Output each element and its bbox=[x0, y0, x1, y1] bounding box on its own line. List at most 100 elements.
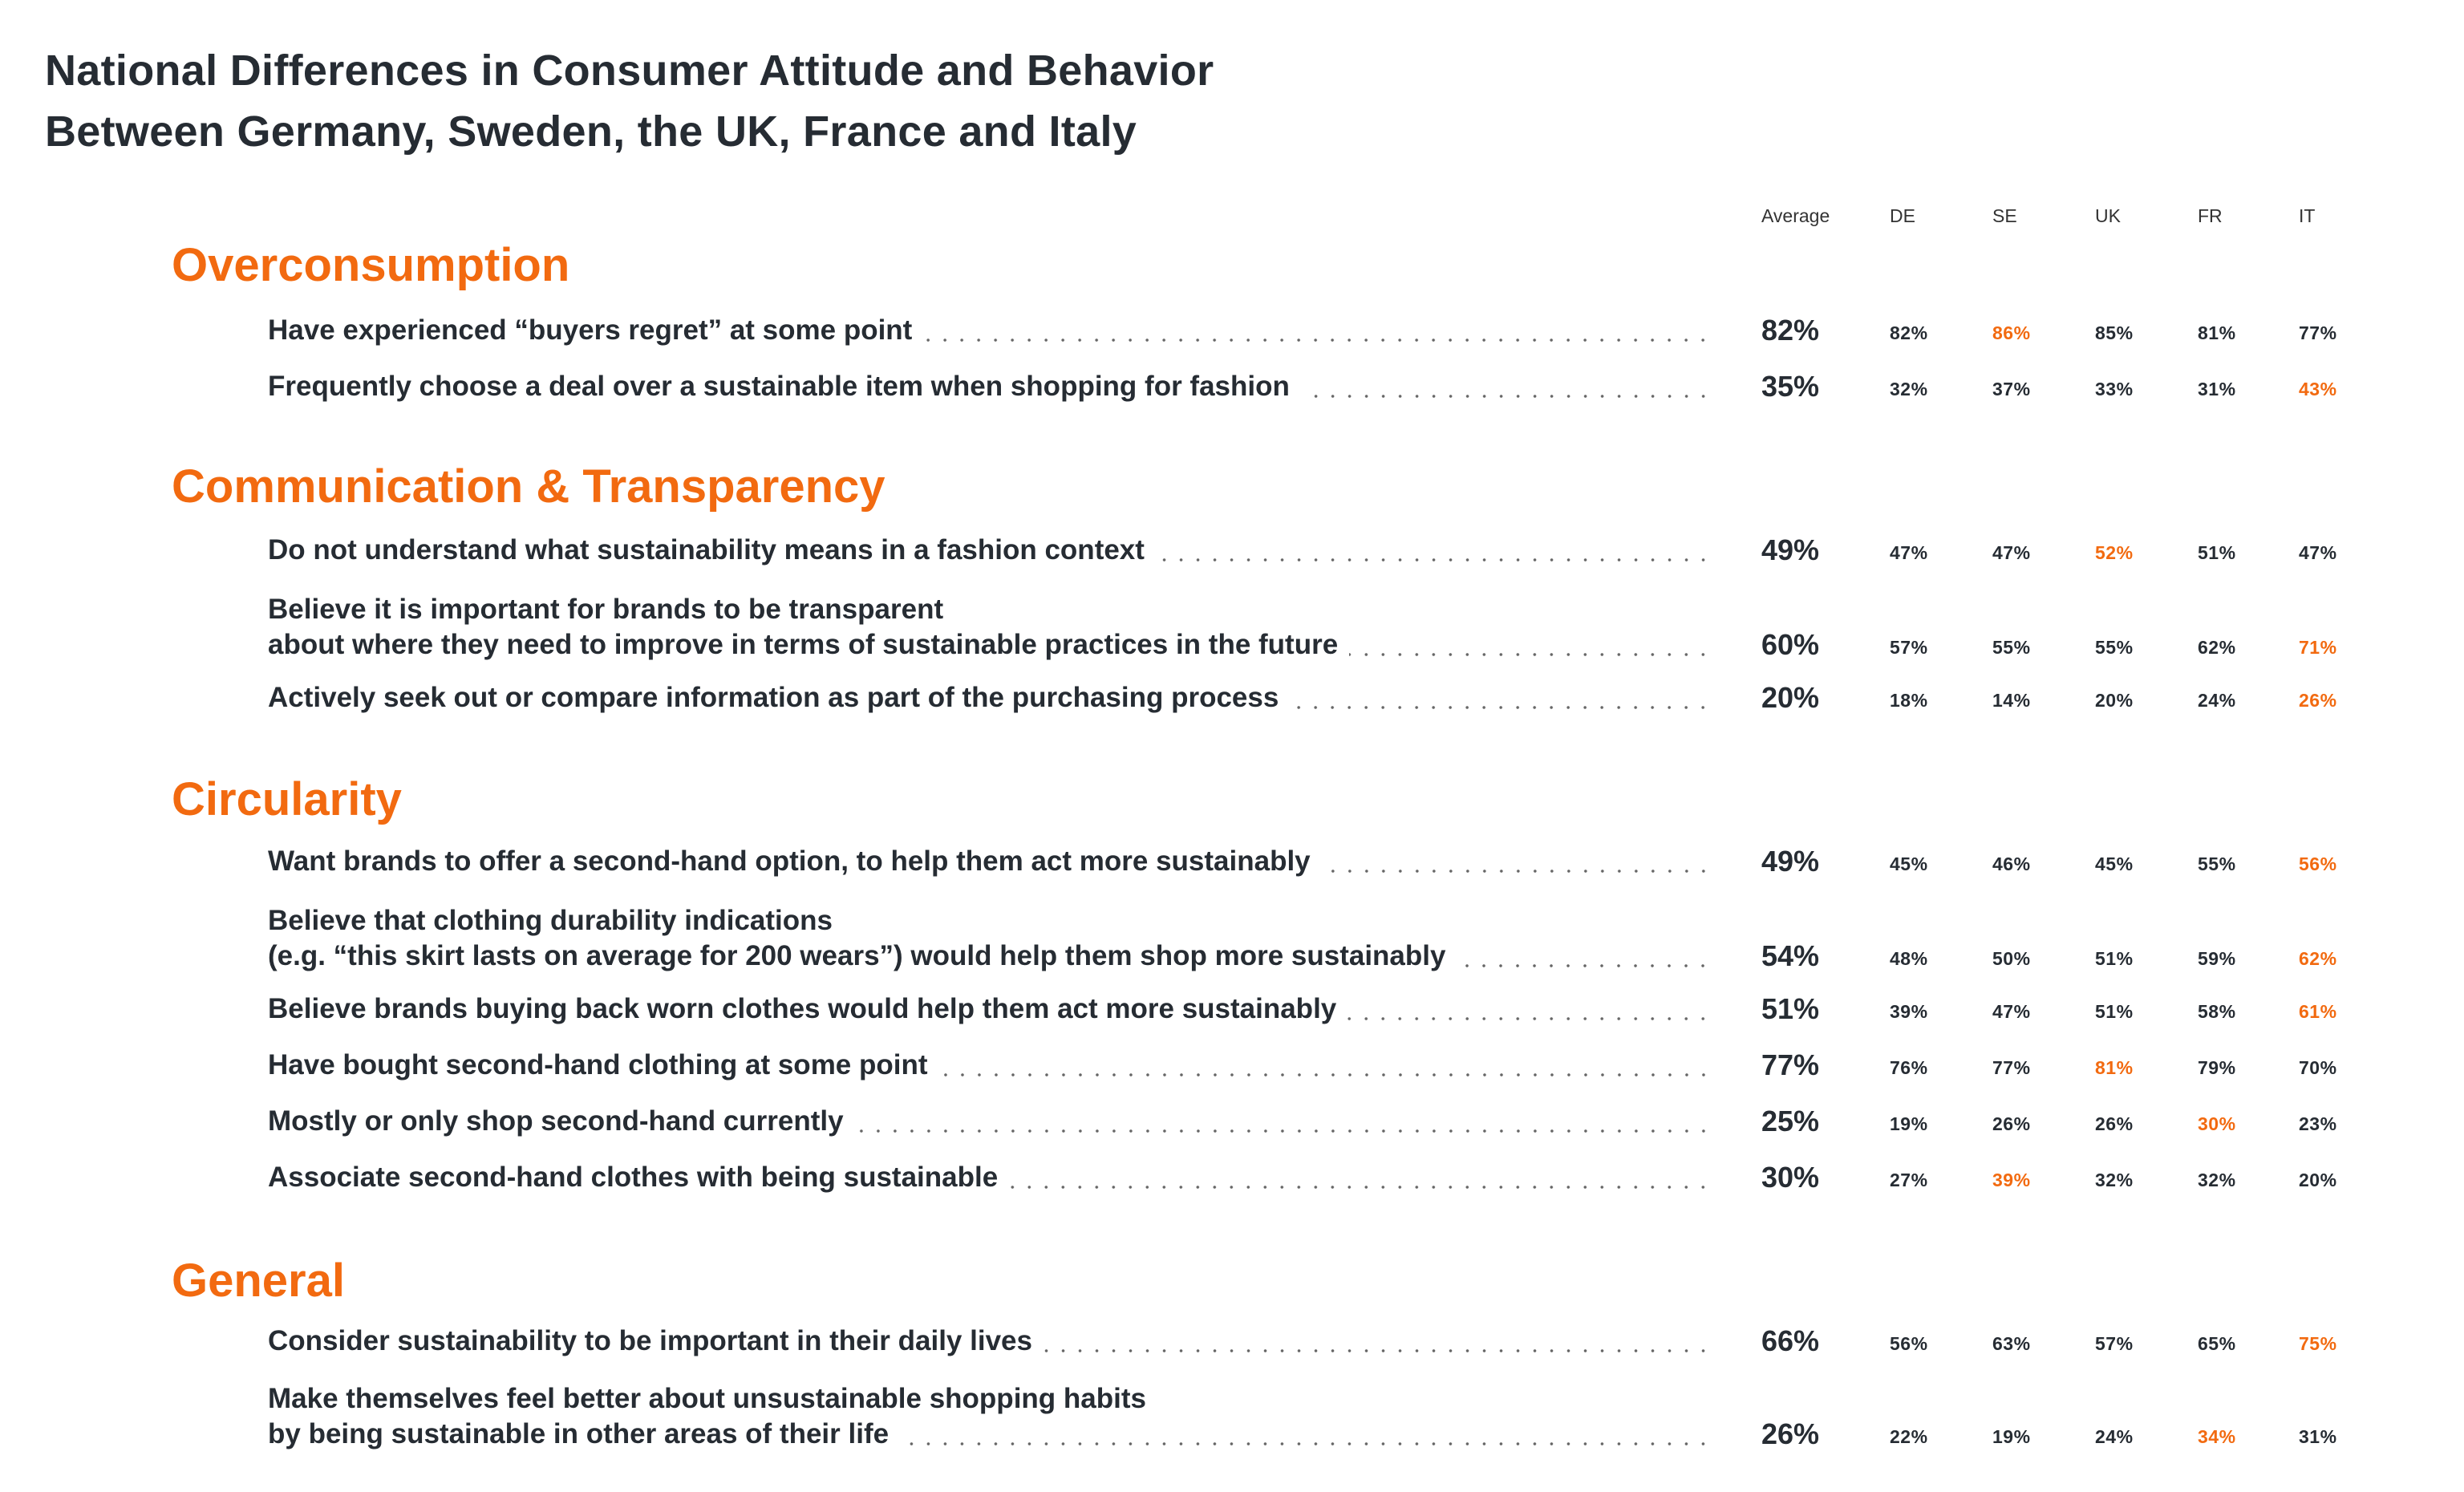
question-label: Believe brands buying back worn clothes … bbox=[268, 991, 1712, 1027]
question-label-line: Associate second-hand clothes with being… bbox=[268, 1162, 999, 1193]
country-value-fr: 55% bbox=[2198, 853, 2236, 874]
country-value-fr: 31% bbox=[2198, 379, 2236, 399]
dot-leader bbox=[1321, 870, 1712, 873]
country-value-fr: 30% bbox=[2198, 1113, 2236, 1134]
country-value-uk: 45% bbox=[2095, 853, 2134, 874]
country-value-se: 46% bbox=[1992, 853, 2031, 874]
country-value-de: 56% bbox=[1890, 1333, 1928, 1354]
question-label-line: Want brands to offer a second-hand optio… bbox=[268, 845, 1311, 877]
question-label: Have experienced “buyers regret” at some… bbox=[268, 313, 1712, 348]
country-value-fr: 65% bbox=[2198, 1333, 2236, 1354]
question-label: Have bought second-hand clothing at some… bbox=[268, 1048, 1712, 1083]
question-label: Believe that clothing durability indicat… bbox=[268, 903, 1712, 974]
average-value: 20% bbox=[1761, 681, 1820, 714]
country-value-se: 86% bbox=[1992, 322, 2031, 343]
country-value-fr: 81% bbox=[2198, 322, 2236, 343]
average-value: 26% bbox=[1761, 1417, 1820, 1450]
country-value-fr: 58% bbox=[2198, 1001, 2236, 1022]
average-value: 66% bbox=[1761, 1324, 1820, 1357]
country-value-it: 75% bbox=[2299, 1333, 2337, 1354]
country-value-se: 55% bbox=[1992, 637, 2031, 658]
question-label-line: Do not understand what sustainability me… bbox=[268, 534, 1145, 566]
dot-leader bbox=[1348, 1017, 1712, 1020]
question-label: Associate second-hand clothes with being… bbox=[268, 1160, 1712, 1195]
dot-leader bbox=[1349, 653, 1712, 656]
question-label-line: (e.g. “this skirt lasts on average for 2… bbox=[268, 940, 1446, 971]
question-label: Frequently choose a deal over a sustaina… bbox=[268, 369, 1712, 404]
country-value-it: 61% bbox=[2299, 1001, 2337, 1022]
question-label-line: Believe that clothing durability indicat… bbox=[268, 905, 833, 936]
country-value-fr: 32% bbox=[2198, 1170, 2236, 1190]
average-value: 54% bbox=[1761, 939, 1820, 972]
country-value-de: 48% bbox=[1890, 948, 1928, 969]
section-title: Circularity bbox=[172, 773, 402, 825]
country-value-se: 26% bbox=[1992, 1113, 2031, 1134]
country-value-de: 76% bbox=[1890, 1057, 1928, 1078]
dot-leader bbox=[1457, 964, 1712, 967]
country-value-se: 63% bbox=[1992, 1333, 2031, 1354]
question-label: Believe it is important for brands to be… bbox=[268, 592, 1712, 663]
country-value-uk: 26% bbox=[2095, 1113, 2134, 1134]
title-line-2: Between Germany, Sweden, the UK, France … bbox=[45, 107, 1137, 156]
question-label-line: Consider sustainability to be important … bbox=[268, 1325, 1032, 1356]
country-value-it: 47% bbox=[2299, 542, 2337, 563]
average-value: 51% bbox=[1761, 992, 1820, 1025]
question-label-line: Actively seek out or compare information… bbox=[268, 682, 1279, 713]
country-value-de: 18% bbox=[1890, 690, 1928, 711]
country-value-fr: 34% bbox=[2198, 1426, 2236, 1447]
country-value-uk: 32% bbox=[2095, 1170, 2134, 1190]
country-value-uk: 33% bbox=[2095, 379, 2134, 399]
average-value: 25% bbox=[1761, 1105, 1820, 1137]
country-value-se: 47% bbox=[1992, 542, 2031, 563]
average-value: 82% bbox=[1761, 314, 1820, 347]
country-value-se: 47% bbox=[1992, 1001, 2031, 1022]
country-value-it: 31% bbox=[2299, 1426, 2337, 1447]
dot-leader bbox=[1043, 1349, 1712, 1352]
section-title: Communication & Transparency bbox=[172, 460, 886, 513]
country-value-de: 45% bbox=[1890, 853, 1928, 874]
country-value-de: 47% bbox=[1890, 542, 1928, 563]
country-value-de: 22% bbox=[1890, 1426, 1928, 1447]
country-value-uk: 51% bbox=[2095, 948, 2134, 969]
country-value-it: 71% bbox=[2299, 637, 2337, 658]
section-title: General bbox=[172, 1255, 345, 1307]
column-header-uk: UK bbox=[2095, 205, 2121, 226]
country-value-it: 26% bbox=[2299, 690, 2337, 711]
question-label: Mostly or only shop second-hand currentl… bbox=[268, 1104, 1712, 1139]
column-header-average: Average bbox=[1761, 205, 1830, 226]
country-value-se: 37% bbox=[1992, 379, 2031, 399]
country-value-fr: 51% bbox=[2198, 542, 2236, 563]
country-value-it: 20% bbox=[2299, 1170, 2337, 1190]
dot-leader bbox=[1155, 558, 1712, 562]
dot-leader bbox=[900, 1442, 1712, 1445]
country-value-se: 14% bbox=[1992, 690, 2031, 711]
country-value-fr: 24% bbox=[2198, 690, 2236, 711]
question-label-line: Mostly or only shop second-hand currentl… bbox=[268, 1105, 844, 1137]
column-header-it: IT bbox=[2299, 205, 2316, 226]
country-value-de: 57% bbox=[1890, 637, 1928, 658]
country-value-uk: 81% bbox=[2095, 1057, 2134, 1078]
country-value-fr: 62% bbox=[2198, 637, 2236, 658]
average-value: 60% bbox=[1761, 628, 1820, 661]
dot-leader bbox=[923, 339, 1712, 342]
question-label-line: Believe it is important for brands to be… bbox=[268, 594, 944, 625]
page-title: National Differences in Consumer Attitud… bbox=[45, 40, 1214, 162]
question-label: Consider sustainability to be important … bbox=[268, 1324, 1712, 1359]
country-value-uk: 20% bbox=[2095, 690, 2134, 711]
country-value-de: 19% bbox=[1890, 1113, 1928, 1134]
average-value: 49% bbox=[1761, 533, 1820, 566]
section-title: Overconsumption bbox=[172, 239, 570, 291]
question-label: Do not understand what sustainability me… bbox=[268, 533, 1712, 568]
average-value: 35% bbox=[1761, 370, 1820, 403]
average-value: 77% bbox=[1761, 1048, 1820, 1081]
column-header-de: DE bbox=[1890, 205, 1915, 226]
question-label-line: Have experienced “buyers regret” at some… bbox=[268, 314, 913, 346]
title-line-1: National Differences in Consumer Attitud… bbox=[45, 47, 1214, 95]
country-value-fr: 59% bbox=[2198, 948, 2236, 969]
dot-leader bbox=[1290, 706, 1712, 709]
country-value-de: 39% bbox=[1890, 1001, 1928, 1022]
column-header-se: SE bbox=[1992, 205, 2017, 226]
country-value-se: 39% bbox=[1992, 1170, 2031, 1190]
country-value-se: 77% bbox=[1992, 1057, 2031, 1078]
country-value-de: 27% bbox=[1890, 1170, 1928, 1190]
